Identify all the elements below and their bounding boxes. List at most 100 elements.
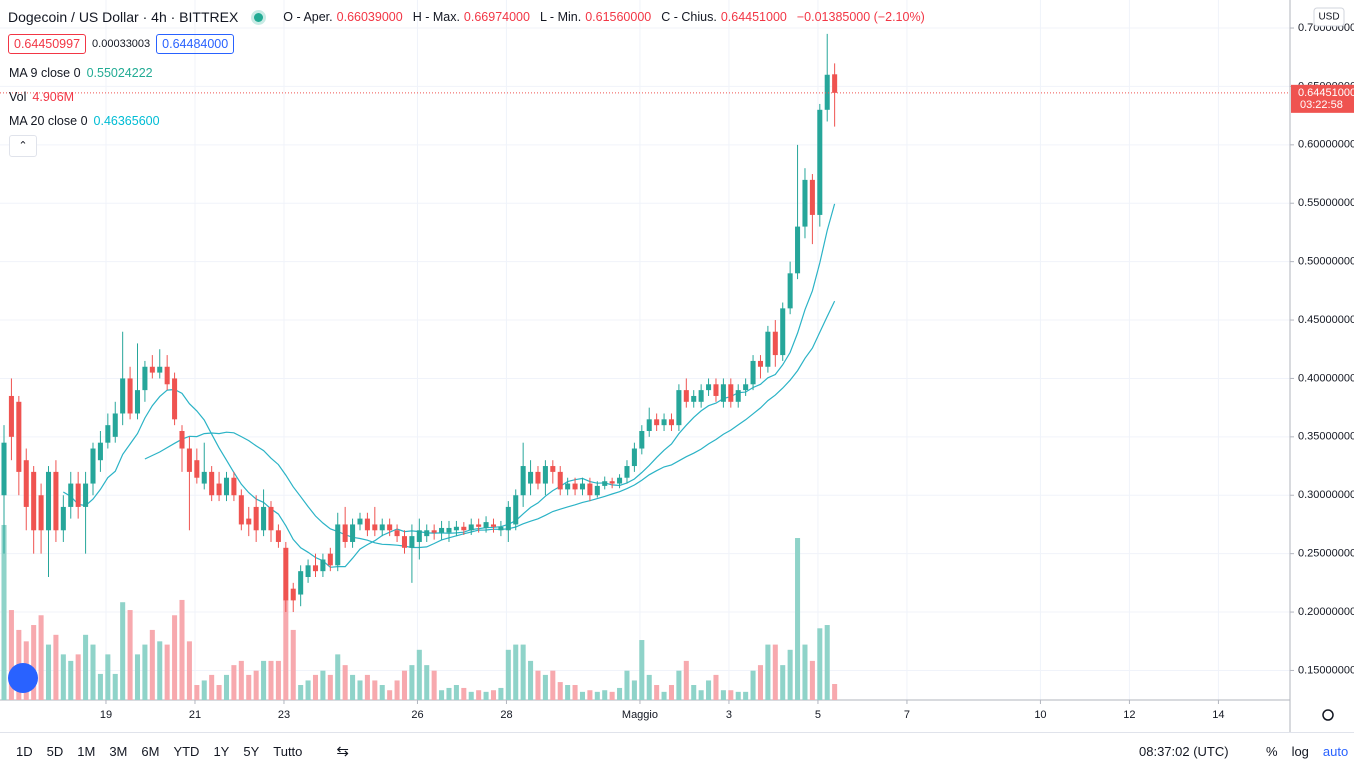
candle-body <box>691 395 697 402</box>
x-tick-label: 5 <box>815 709 821 721</box>
candle-body <box>706 384 712 391</box>
volume-bar <box>631 680 637 700</box>
y-tick-label: 0.40000000 <box>1298 372 1354 384</box>
volume-bar <box>320 670 326 700</box>
candle-body <box>743 384 749 391</box>
range-button[interactable]: 5Y <box>243 743 260 759</box>
candle-body <box>757 360 763 367</box>
range-button[interactable]: 5D <box>46 743 64 759</box>
scale-options: % log auto <box>1266 744 1348 759</box>
y-tick-label: 0.50000000 <box>1298 256 1354 268</box>
scale-button[interactable]: % <box>1266 743 1278 759</box>
range-button[interactable]: 1M <box>77 743 96 759</box>
candle-body <box>261 506 267 531</box>
clock: 08:37:02 (UTC) <box>1139 743 1229 759</box>
candle-body <box>587 483 593 496</box>
candle-body <box>142 366 148 391</box>
bid[interactable]: 0.64450997 <box>8 34 87 54</box>
volume-bar <box>498 687 504 700</box>
volume-bar <box>8 610 14 700</box>
range-button[interactable]: Tutto <box>273 743 303 759</box>
volume-bar <box>120 602 126 700</box>
y-tick-label: 0.15000000 <box>1298 664 1354 676</box>
candle-body <box>75 483 81 507</box>
volume-bar <box>246 674 252 700</box>
date-range-icon[interactable]: ⇆ <box>336 743 349 760</box>
volume-bar <box>394 680 400 700</box>
candle-body <box>283 547 289 601</box>
volume-bar <box>379 685 385 700</box>
candle-body <box>216 483 222 496</box>
range-button[interactable]: 1D <box>16 743 33 759</box>
candle-body <box>387 524 393 531</box>
candle-body <box>357 518 363 525</box>
volume-bar <box>795 538 801 700</box>
candle-body <box>446 527 452 533</box>
indicator-value: 0.55024222 <box>86 66 153 80</box>
volume-bar <box>45 644 52 700</box>
scale-button[interactable]: auto <box>1322 743 1349 759</box>
currency: USD <box>1318 12 1339 23</box>
scale-button[interactable]: log <box>1291 743 1309 759</box>
x-tick-label: 19 <box>100 709 112 721</box>
candle-body <box>676 390 682 426</box>
volume-bar <box>149 629 155 700</box>
volume-bar <box>261 660 267 700</box>
volume-bar <box>483 691 489 700</box>
candle-body <box>201 471 207 484</box>
x-tick-label: Maggio <box>622 709 658 721</box>
candle-body <box>1 442 7 496</box>
volume-bar <box>134 654 141 700</box>
candle-body <box>172 378 178 420</box>
volume-bar <box>713 674 719 700</box>
x-tick-label: 12 <box>1123 709 1135 721</box>
candle-body <box>231 477 237 496</box>
volume-bar <box>142 644 148 700</box>
candle-body <box>127 378 133 414</box>
volume-bar <box>639 640 645 700</box>
candle-body <box>453 526 459 531</box>
volume-bar <box>83 634 89 700</box>
indicator: MA 9 close 0 0.55024222 <box>9 66 153 80</box>
candle-body <box>661 419 667 426</box>
volume-bar <box>706 680 712 700</box>
indicator-value: 4.906M <box>32 90 75 104</box>
candle-body <box>312 565 319 572</box>
x-tick-label: 14 <box>1212 709 1224 721</box>
range-button[interactable]: 3M <box>109 743 128 759</box>
candle-body <box>320 559 326 572</box>
ohlc-label: C - Chius. <box>661 10 717 24</box>
candle-body <box>209 471 215 496</box>
settings-icon[interactable] <box>1322 709 1334 721</box>
range-button[interactable]: YTD <box>173 743 200 759</box>
volume-bar <box>60 654 66 700</box>
volume-bar <box>172 615 178 700</box>
range-button[interactable]: 1Y <box>213 743 230 759</box>
volume-bar <box>335 654 341 700</box>
candle-body <box>90 448 96 484</box>
range-button[interactable]: 6M <box>141 743 160 759</box>
candle-body <box>520 466 526 496</box>
collapse-button[interactable]: ⌃ <box>9 135 37 157</box>
candle-body <box>535 471 541 484</box>
volume-bar <box>290 629 296 700</box>
candle-body <box>342 524 348 542</box>
logo[interactable] <box>8 663 38 693</box>
indicator: MA 20 close 0 0.46365600 <box>9 114 160 128</box>
volume-bar <box>164 644 170 700</box>
volume-bar <box>431 670 437 700</box>
volume-bar <box>401 670 408 700</box>
volume-bar <box>587 690 593 700</box>
candle-body <box>246 518 252 525</box>
price-label: 0.64451000 <box>1298 87 1354 99</box>
ask[interactable]: 0.64484000 <box>156 34 235 54</box>
candle-body <box>290 588 296 601</box>
candle-body <box>416 530 422 542</box>
candle-body <box>772 331 778 356</box>
volume-bar <box>424 665 430 700</box>
ohlc-label: H - Max. <box>412 10 460 24</box>
volume-bar <box>238 660 244 700</box>
volume-bar <box>275 660 281 700</box>
volume-bar <box>728 690 734 700</box>
x-tick-label: 23 <box>278 709 290 721</box>
